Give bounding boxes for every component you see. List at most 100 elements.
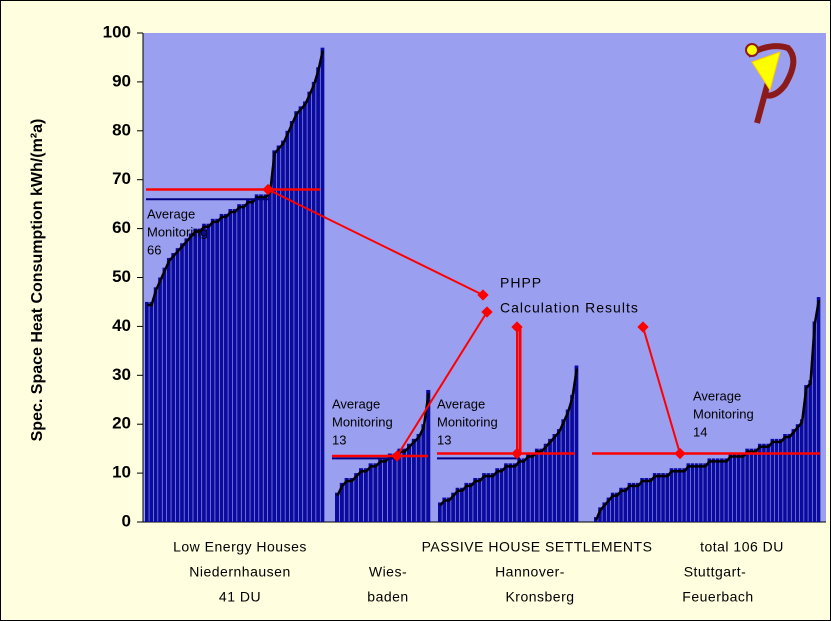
avg-label: Monitoring — [332, 414, 393, 429]
bar — [652, 473, 657, 522]
bar — [285, 130, 290, 523]
bar — [808, 380, 812, 522]
bar — [678, 468, 682, 522]
bar — [180, 243, 184, 522]
bar — [407, 443, 412, 522]
bar — [732, 453, 737, 522]
pointer — [642, 326, 681, 454]
bar — [359, 468, 364, 522]
bar — [561, 419, 566, 522]
bar — [250, 199, 255, 522]
curve — [147, 50, 325, 307]
bar — [539, 448, 544, 522]
bar — [753, 448, 758, 522]
bar — [303, 101, 307, 523]
logo — [745, 43, 759, 57]
category-label: Niedernhausen — [189, 564, 290, 580]
diamond — [477, 289, 489, 301]
bar — [259, 194, 263, 522]
category-label: Feuerbach — [682, 589, 753, 605]
bar — [565, 409, 570, 522]
bar — [339, 482, 344, 522]
bar — [640, 477, 644, 522]
bar — [812, 321, 817, 522]
bar — [368, 463, 373, 522]
bar — [774, 438, 779, 522]
bar — [499, 468, 504, 522]
bar — [184, 238, 189, 522]
bar — [254, 194, 259, 522]
bar — [504, 463, 508, 522]
diamond — [391, 450, 403, 462]
bar — [373, 463, 378, 522]
y-tick-label: 40 — [112, 316, 131, 335]
bar — [411, 438, 416, 522]
category-label: Kronsberg — [505, 589, 574, 605]
bar — [720, 458, 724, 522]
bar — [460, 487, 464, 522]
bar — [619, 487, 623, 522]
bar — [770, 438, 775, 522]
bar — [402, 448, 407, 522]
bar — [728, 453, 733, 522]
bar — [320, 47, 325, 523]
bar — [512, 463, 517, 522]
diamond — [674, 447, 686, 460]
bar — [158, 277, 162, 522]
bar — [206, 223, 211, 522]
bar — [787, 433, 791, 522]
diamond — [481, 306, 493, 318]
bar — [711, 458, 716, 522]
bar — [724, 458, 728, 522]
bar — [349, 477, 354, 522]
bar — [344, 477, 349, 522]
pointer — [396, 311, 488, 457]
bar — [311, 81, 316, 523]
pointer — [267, 188, 484, 296]
bar — [644, 477, 649, 522]
bar — [661, 473, 665, 522]
bar — [791, 429, 796, 522]
bar — [215, 218, 219, 522]
bar — [276, 145, 281, 522]
bar — [749, 448, 754, 522]
bar — [316, 67, 320, 522]
bar — [387, 453, 392, 522]
bar — [224, 213, 228, 522]
bar — [762, 443, 766, 522]
bar — [690, 463, 695, 522]
bar — [606, 497, 611, 522]
bar — [574, 365, 579, 522]
category-label: Wies- — [369, 564, 407, 580]
bar — [673, 468, 678, 522]
avg-value: 66 — [147, 242, 161, 257]
bar — [446, 497, 451, 522]
bar — [392, 453, 397, 522]
bar — [421, 424, 426, 522]
bar — [669, 468, 674, 522]
bar — [703, 463, 707, 522]
bar — [741, 453, 745, 522]
category-label: 41 DU — [219, 589, 261, 605]
bar — [442, 497, 447, 522]
bar — [149, 301, 154, 522]
annotation: Calculation Results — [500, 300, 639, 316]
bar — [219, 213, 224, 522]
bar — [267, 189, 272, 523]
bar — [464, 482, 469, 522]
bar — [665, 473, 670, 522]
bar — [570, 394, 574, 522]
bar — [289, 121, 294, 523]
bar — [636, 482, 640, 522]
bar — [294, 111, 298, 523]
bar — [153, 287, 158, 522]
avg-label: Average — [147, 206, 195, 221]
bar — [473, 477, 477, 522]
bar — [686, 463, 691, 522]
curve — [439, 368, 579, 507]
bar — [397, 448, 402, 522]
bar — [548, 438, 552, 522]
bar — [778, 438, 783, 522]
category-label: PASSIVE HOUSE SETTLEMENTS — [422, 539, 653, 555]
